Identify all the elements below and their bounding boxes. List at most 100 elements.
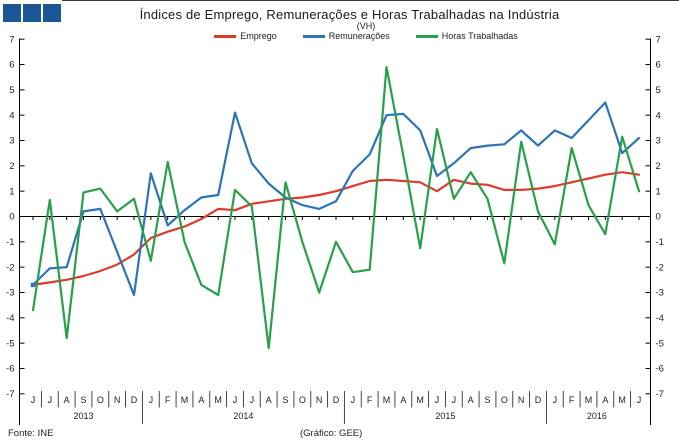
month-label: M <box>585 395 593 405</box>
y-tick-label-right: -7 <box>656 389 664 400</box>
logo-square <box>3 4 21 22</box>
y-tick-label-right: 4 <box>656 110 661 121</box>
month-label: O <box>299 395 306 405</box>
legend-line-swatch-emprego <box>214 34 237 38</box>
y-tick-label-left: -3 <box>6 288 14 299</box>
month-label: A <box>64 395 70 405</box>
month-label: S <box>484 395 490 405</box>
legend-label-remuneracoes: Remunerações <box>328 31 390 41</box>
logo-square <box>23 4 41 22</box>
month-label: J <box>31 395 36 405</box>
y-tick-label-right: -1 <box>656 237 664 248</box>
y-tick-label-right: 1 <box>656 186 661 197</box>
y-tick-label-left: -2 <box>6 262 14 273</box>
chart-subtitle: (VH) <box>356 21 376 31</box>
legend-item-emprego: Emprego <box>214 31 277 41</box>
y-tick-label-left: 2 <box>9 161 14 172</box>
legend: Emprego Remunerações Horas Trabalhadas <box>53 31 679 41</box>
y-tick-label-right: -5 <box>656 338 664 349</box>
month-label: S <box>80 395 86 405</box>
month-label: J <box>351 395 356 405</box>
month-label: F <box>569 395 575 405</box>
y-tick-label-right: 5 <box>656 85 661 96</box>
legend-label-emprego: Emprego <box>240 31 277 41</box>
legend-line-swatch-horas-trabalhadas <box>415 34 438 38</box>
month-label: A <box>198 395 204 405</box>
y-tick-label-right: 3 <box>656 136 661 147</box>
year-label: 2016 <box>587 411 607 421</box>
year-label: 2013 <box>73 411 93 421</box>
year-label: 2015 <box>435 411 455 421</box>
y-tick-label-left: 1 <box>9 186 14 197</box>
month-label: D <box>131 395 138 405</box>
chart-title: Índices de Emprego, Remunerações e Horas… <box>139 7 560 22</box>
month-label: N <box>114 395 121 405</box>
legend-label-horas-trabalhadas: Horas Trabalhadas <box>441 31 518 41</box>
y-tick-label-left: 4 <box>9 110 14 121</box>
zero-line <box>19 216 651 220</box>
month-label: O <box>97 395 104 405</box>
legend-item-remuneracoes: Remunerações <box>302 31 390 41</box>
month-label: F <box>367 395 373 405</box>
month-label: S <box>282 395 288 405</box>
y-tick-label-right: 6 <box>656 60 661 71</box>
y-tick-label-right: 0 <box>656 212 661 223</box>
month-label: A <box>468 395 474 405</box>
month-label: M <box>383 395 391 405</box>
y-axis-labels: 7 7 6 6 5 5 4 4 3 3 2 2 1 1 0 0 -1 -1 -2 -2 -3 -3 -4 -4 -5 -5 -6 -6… <box>6 34 664 400</box>
y-tick-label-right: -2 <box>656 262 664 273</box>
month-label: J <box>452 395 457 405</box>
y-tick-label-right: 2 <box>656 161 661 172</box>
y-tick-label-left: 5 <box>9 85 14 96</box>
y-tick-label-left: -1 <box>6 237 14 248</box>
y-tick-label-right: -4 <box>656 313 664 324</box>
month-label: J <box>149 395 154 405</box>
y-tick-label-left: 3 <box>9 136 14 147</box>
month-label: M <box>618 395 626 405</box>
y-tick-label-left: -4 <box>6 313 14 324</box>
y-tick-label-right: -3 <box>656 288 664 299</box>
legend-item-horas-trabalhadas: Horas Trabalhadas <box>415 31 518 41</box>
logo-square <box>43 4 61 22</box>
y-tick-label-left: -5 <box>6 338 14 349</box>
y-tick-label-left: 0 <box>9 212 14 223</box>
month-label: O <box>501 395 508 405</box>
y-tick-label-right: -6 <box>656 364 664 375</box>
legend-line-swatch-remuneracoes <box>302 34 325 38</box>
month-label: F <box>165 395 171 405</box>
series-start-marker-remuneracoes <box>30 282 36 288</box>
x-axis: J J A S O N D J F M A M J J A S O N D J F M A M J J A S O N D J F M A M J201… <box>31 391 642 424</box>
top-border-line <box>62 0 679 1</box>
series-line-remunerações <box>31 101 641 297</box>
y-tick-label-left: 6 <box>9 60 14 71</box>
month-label: A <box>266 395 272 405</box>
month-label: D <box>333 395 340 405</box>
month-label: J <box>48 395 53 405</box>
series-line-emprego <box>31 171 641 286</box>
footer-credit-text: (Gráfico: GEE) <box>300 428 363 439</box>
month-label: N <box>316 395 323 405</box>
month-label: J <box>233 395 238 405</box>
month-label: M <box>181 395 189 405</box>
footer-source-text: Fonte: INE <box>8 428 54 439</box>
month-label: D <box>535 395 542 405</box>
month-label: M <box>214 395 222 405</box>
year-label: 2014 <box>233 411 253 421</box>
series-line-horas-trabalhadas <box>31 65 641 350</box>
month-label: A <box>602 395 608 405</box>
month-label: J <box>435 395 440 405</box>
y-tick-label-left: -6 <box>6 364 14 375</box>
month-label: M <box>416 395 424 405</box>
month-label: A <box>400 395 406 405</box>
y-tick-label-left: 7 <box>9 34 14 45</box>
month-label: J <box>553 395 558 405</box>
month-label: J <box>250 395 255 405</box>
y-tick-label-left: -7 <box>6 389 14 400</box>
y-axes <box>19 38 651 425</box>
month-label: N <box>518 395 525 405</box>
y-tick-label-right: 7 <box>656 34 661 45</box>
logo <box>3 4 61 22</box>
month-label: J <box>637 395 642 405</box>
